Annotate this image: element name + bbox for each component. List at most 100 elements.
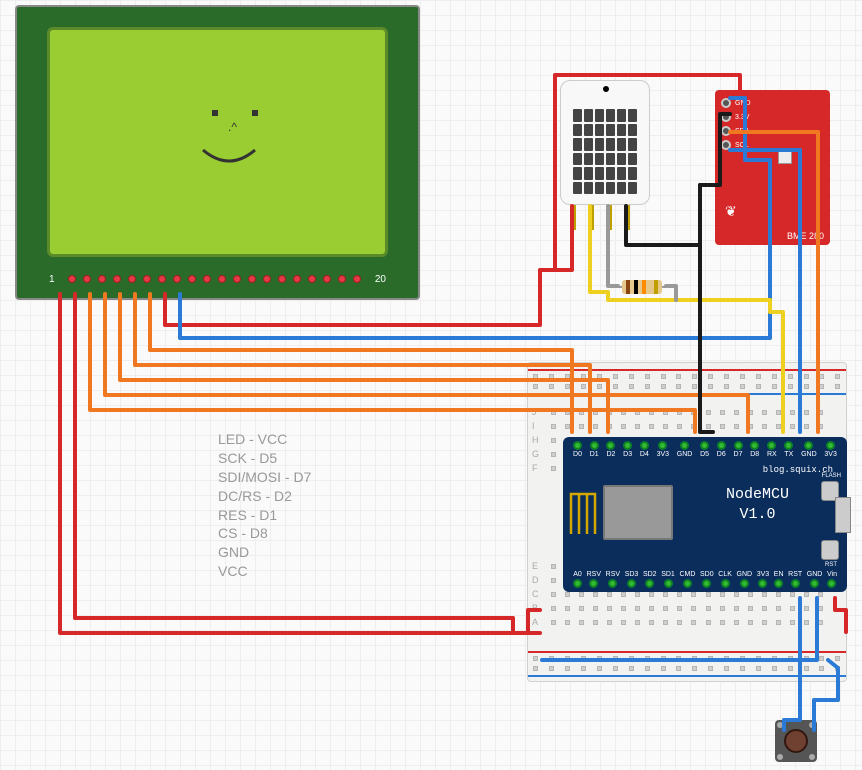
nodemcu-title-line2: V1.0 xyxy=(726,505,789,525)
nodemcu-pin-label: SD1 xyxy=(661,571,675,578)
nodemcu-pin-label: Vin xyxy=(827,571,837,578)
wire-orange xyxy=(150,294,572,432)
bme280-pin-column: GND3.3VSDASCL xyxy=(721,98,751,150)
bme280-chip xyxy=(778,150,792,164)
lcd-pin-1-label: 1 xyxy=(49,274,55,285)
nodemcu-pin-label: EN xyxy=(774,571,784,578)
dht22-sensor xyxy=(560,80,650,230)
bme280-pin-label: 3.3V xyxy=(735,114,749,121)
nodemcu-pin: SD0 xyxy=(700,571,714,588)
lcd-pin-dot xyxy=(188,275,196,283)
nodemcu-pin: SD3 xyxy=(625,571,639,588)
nodemcu-title-line1: NodeMCU xyxy=(726,485,789,505)
nodemcu-pin-label: D4 xyxy=(640,451,649,458)
nodemcu-pin: D3 xyxy=(623,441,632,458)
nodemcu-pin-label: SD3 xyxy=(625,571,639,578)
nodemcu-pin: D5 xyxy=(700,441,709,458)
dht22-leg xyxy=(590,205,594,230)
nodemcu-pin-label: D3 xyxy=(623,451,632,458)
nodemcu-pin: D4 xyxy=(640,441,649,458)
nodemcu-board: D0 D1 D2 D3 D4 3V3 GND D5 D6 D7 D8 RX TX GND 3V3 A0 RSV… xyxy=(563,437,847,592)
lcd-pin-dot xyxy=(173,275,181,283)
nodemcu-blog-text: blog.squix.ch xyxy=(763,465,833,475)
lcd-pin-20-label: 20 xyxy=(375,274,386,285)
pushbtn-pin xyxy=(777,754,783,760)
pin-map-line: VCC xyxy=(218,562,311,581)
pullup-resistor xyxy=(612,280,672,294)
pushbtn-pin xyxy=(809,722,815,728)
bme280-part-label: BME 280 xyxy=(787,231,824,241)
bme280-board: GND3.3VSDASCL ❦ BME 280 xyxy=(715,90,830,245)
lcd-pin-dot xyxy=(308,275,316,283)
nodemcu-pin-label: CMD xyxy=(679,571,695,578)
lcd-pin-dot xyxy=(158,275,166,283)
nodemcu-pin-label: D8 xyxy=(750,451,759,458)
nodemcu-pin: GND xyxy=(807,571,823,588)
nodemcu-pin-label: RST xyxy=(788,571,802,578)
nodemcu-pin-row-top: D0 D1 D2 D3 D4 3V3 GND D5 D6 D7 D8 RX TX GND 3V3 xyxy=(573,441,837,458)
nodemcu-pin: TX xyxy=(784,441,793,458)
resistor-body xyxy=(622,280,662,294)
nodemcu-pin-label: 3V3 xyxy=(657,451,669,458)
pin-map-line: SCK - D5 xyxy=(218,449,311,468)
pushbtn-pin xyxy=(809,754,815,760)
lcd-screen: .^ xyxy=(47,27,388,257)
nodemcu-pin: 3V3 xyxy=(657,441,669,458)
dht22-leg xyxy=(572,205,576,230)
nodemcu-pin: Vin xyxy=(827,571,837,588)
nodemcu-pin-label: D7 xyxy=(734,451,743,458)
dht22-grill xyxy=(573,109,637,194)
nodemcu-pin: GND xyxy=(801,441,817,458)
dht22-leg xyxy=(626,205,630,230)
nodemcu-pin: A0 xyxy=(573,571,582,588)
nodemcu-pin-label: D1 xyxy=(590,451,599,458)
reset-button[interactable] xyxy=(821,540,839,560)
nodemcu-pin-label: 3V3 xyxy=(757,571,769,578)
lcd-pin-dot xyxy=(128,275,136,283)
nodemcu-pin: D2 xyxy=(606,441,615,458)
wire-orange xyxy=(135,294,590,432)
pushbtn-pin xyxy=(777,722,783,728)
nodemcu-title: NodeMCU V1.0 xyxy=(726,485,789,524)
nodemcu-pin: EN xyxy=(774,571,784,588)
nodemcu-pin: D0 xyxy=(573,441,582,458)
nodemcu-pin-label: D6 xyxy=(717,451,726,458)
bme280-pin: SDA xyxy=(721,126,751,136)
bme280-pin-label: SCL xyxy=(735,142,749,149)
lcd-pin-dot xyxy=(353,275,361,283)
nodemcu-pin: RSV xyxy=(606,571,620,588)
nodemcu-pin-label: GND xyxy=(801,451,817,458)
wifi-antenna-icon xyxy=(569,492,599,536)
dht22-hole xyxy=(603,86,609,92)
lcd-pin-dot xyxy=(203,275,211,283)
nodemcu-pin: SD2 xyxy=(643,571,657,588)
pin-mapping-legend: LED - VCCSCK - D5SDI/MOSI - D7DC/RS - D2… xyxy=(218,430,311,581)
lcd-pin-dot xyxy=(278,275,286,283)
nodemcu-pin-row-bottom: A0RSVRSVSD3SD2SD1CMDSD0CLKGND3V3ENRSTGND… xyxy=(573,571,837,588)
nodemcu-pin-label: SD0 xyxy=(700,571,714,578)
nodemcu-pin-label: GND xyxy=(737,571,753,578)
pin-map-line: RES - D1 xyxy=(218,506,311,525)
nodemcu-pin: CMD xyxy=(679,571,695,588)
nodemcu-pin-label: RSV xyxy=(606,571,620,578)
nodemcu-pin: RX xyxy=(767,441,777,458)
lcd-pin-dot xyxy=(68,275,76,283)
tactile-push-button[interactable] xyxy=(775,720,817,762)
lcd-pin-dot xyxy=(98,275,106,283)
pin-map-line: LED - VCC xyxy=(218,430,311,449)
lcd-pin-dot xyxy=(263,275,271,283)
nodemcu-pin: RST xyxy=(788,571,802,588)
nodemcu-pin-label: 3V3 xyxy=(824,451,836,458)
lcd-pin-dot xyxy=(293,275,301,283)
pin-map-line: GND xyxy=(218,543,311,562)
nodemcu-pin-label: GND xyxy=(677,451,693,458)
nodemcu-pin-label: RSV xyxy=(587,571,601,578)
nodemcu-pin: D7 xyxy=(734,441,743,458)
nodemcu-pin: RSV xyxy=(587,571,601,588)
resistor-lead xyxy=(612,286,622,288)
resistor-lead xyxy=(662,286,672,288)
nodemcu-pin-label: GND xyxy=(807,571,823,578)
lcd-pin-dot xyxy=(218,275,226,283)
lcd-pin-dot xyxy=(143,275,151,283)
sparkfun-flame-icon: ❦ xyxy=(725,203,737,220)
